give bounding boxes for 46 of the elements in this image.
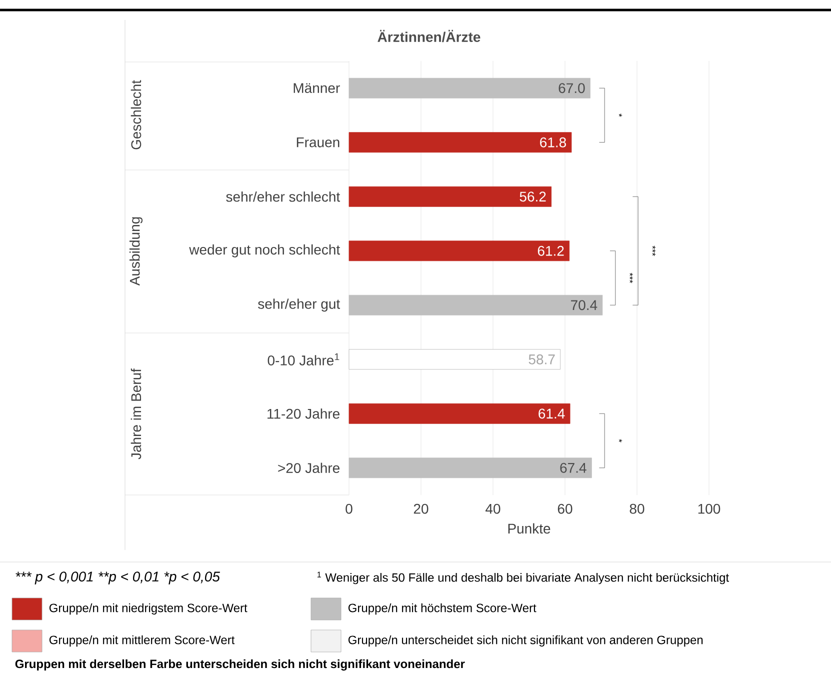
chart-title: Ärztinnen/Ärzte	[378, 30, 480, 42]
bar	[348, 78, 590, 98]
bar	[348, 294, 603, 316]
annotation: *	[618, 439, 622, 442]
x-tick-label: 40	[486, 504, 500, 514]
y-tick-label: >20 Jahre	[278, 462, 340, 474]
x-tick-label: 80	[630, 504, 644, 514]
text: Jahre im Beruf	[130, 368, 142, 460]
text: *** p < 0,001 **p < 0,01 *p < 0,05	[16, 572, 220, 584]
bar	[348, 132, 572, 153]
annotation: *	[618, 114, 622, 117]
y-tick-label: sehr/eher gut	[258, 298, 340, 312]
text: Gruppe/n mit mittlerem Score-Wert	[49, 635, 235, 647]
text: Gruppe/n mit höchstem Score-Wert	[348, 603, 536, 615]
annotation: ***	[652, 246, 656, 256]
data-label: 61.8	[540, 137, 566, 148]
text: Gruppe/n mit niedrigstem Score-Wert	[49, 603, 248, 615]
y-tick-label: 0-10 Jahre$^{1}$	[268, 353, 340, 366]
text: Ausbildung	[129, 217, 143, 286]
y-tick-label: Männer	[294, 83, 340, 94]
data-label: 67.0	[558, 83, 585, 94]
data-label: 61.4	[538, 408, 565, 419]
y-tick-label: weder gut noch schlecht	[189, 244, 340, 258]
y-tick-label: 11-20 Jahre	[268, 408, 340, 419]
bar	[348, 240, 570, 262]
data-label: 67.4	[560, 462, 586, 473]
bar	[348, 349, 561, 370]
bar	[348, 186, 552, 207]
text: Gruppe/n unterscheidet sich nicht signifikant von anderen Gruppen	[348, 635, 703, 647]
x-tick-label: 60	[558, 504, 572, 514]
data-label: 70.4	[571, 300, 598, 310]
y-tick-label: sehr/eher schlecht	[226, 191, 340, 202]
data-label: 58.7	[528, 354, 555, 364]
x-tick-label: 100	[698, 504, 720, 514]
annotation: ***	[630, 272, 633, 284]
x-axis-title: Punkte	[508, 523, 550, 534]
data-label: 61.2	[538, 246, 564, 256]
text: Gruppen mit derselben Farbe unterscheiden sich nicht signifikant voneinander	[15, 659, 465, 671]
x-tick-label: 0	[346, 504, 352, 514]
data-label: 56.2	[520, 192, 546, 202]
text: $^{1}$ Weniger als 50 Fälle und deshalb bei bivariate Analysen nicht berücksichtigt	[317, 572, 729, 584]
x-tick-label: 20	[414, 504, 428, 514]
y-tick-label: Frauen	[296, 137, 340, 148]
bar	[348, 458, 592, 478]
bar	[348, 403, 570, 424]
text: Geschlecht	[130, 80, 142, 150]
